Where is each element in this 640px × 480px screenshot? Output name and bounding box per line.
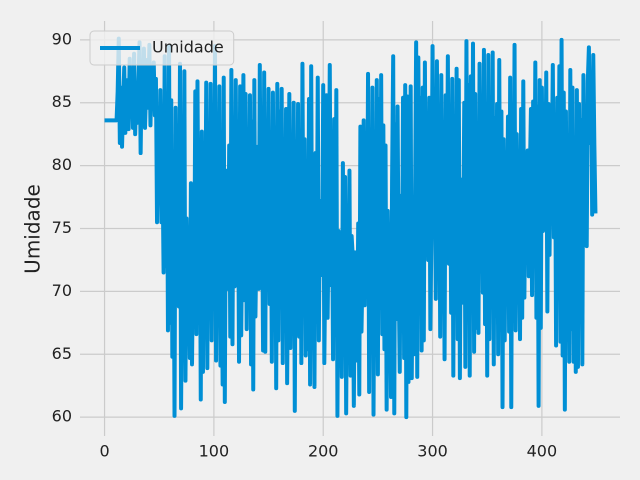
x-tick-label: 0 [99, 442, 109, 461]
x-tick-label: 300 [417, 442, 448, 461]
legend-label: Umidade [152, 38, 224, 57]
y-tick-label: 80 [52, 155, 72, 174]
x-tick-label: 100 [199, 442, 230, 461]
x-tick-label: 200 [308, 442, 339, 461]
data-line [103, 36, 598, 420]
x-tick-label: 400 [527, 442, 558, 461]
legend-box [89, 30, 235, 66]
y-tick-label: 70 [52, 281, 72, 300]
y-axis-label: Umidade [21, 184, 45, 274]
y-tick-label: 60 [52, 407, 72, 426]
y-tick-label: 85 [52, 92, 72, 111]
y-tick-label: 90 [52, 29, 72, 48]
y-tick-label: 75 [52, 218, 72, 237]
y-tick-label: 65 [52, 344, 72, 363]
